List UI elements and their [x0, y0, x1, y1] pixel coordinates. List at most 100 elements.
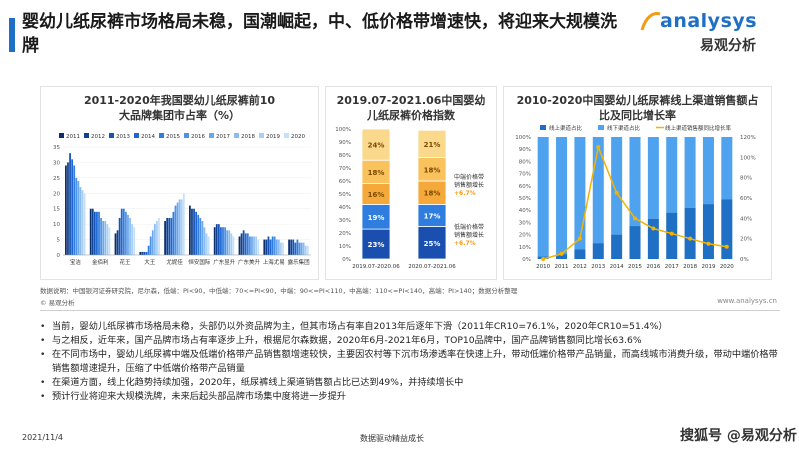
bar — [238, 236, 241, 255]
bar — [69, 153, 71, 255]
y-tick-label: 90% — [519, 147, 531, 153]
bar — [296, 239, 299, 255]
y-tick-label: 60% — [339, 179, 351, 185]
x-tick-label: 2016 — [646, 264, 660, 270]
bar — [182, 193, 185, 255]
bar — [77, 180, 80, 255]
bar — [290, 239, 293, 255]
growth-point — [559, 251, 564, 256]
bar-offline — [592, 137, 604, 244]
y-tick-label: 50% — [519, 196, 531, 202]
bar — [79, 187, 82, 255]
bar — [228, 230, 231, 255]
bar — [153, 224, 156, 255]
bar-online — [611, 234, 623, 259]
bar — [73, 165, 76, 255]
y-tick-label: 0 — [57, 253, 61, 259]
bar — [215, 224, 218, 255]
x-tick-label: 花王 — [119, 258, 131, 266]
bar — [71, 159, 74, 255]
legend-label: 2016 — [191, 134, 205, 140]
x-tick-label: 宝洁 — [70, 258, 82, 266]
bar — [145, 251, 148, 255]
bar — [275, 239, 278, 255]
bar — [93, 211, 96, 255]
bar — [176, 202, 179, 255]
logo-cn: 易观分析 — [700, 38, 756, 54]
bar — [147, 245, 150, 255]
annotation-label: 低端价格带 — [454, 223, 484, 231]
bar — [118, 217, 121, 255]
x-tick-label: 2010 — [536, 264, 550, 270]
bar — [180, 199, 183, 255]
x-tick-label: 尤妮佳 — [166, 258, 183, 266]
data-label: 23% — [368, 241, 385, 249]
bar — [306, 245, 309, 255]
bar-offline — [684, 137, 696, 208]
annotation-delta: +6.7% — [454, 190, 476, 197]
x-tick-label: 2018 — [683, 264, 697, 270]
annotation-label: 销售额增长 — [454, 181, 484, 189]
bar-offline — [611, 137, 623, 235]
bar — [226, 230, 229, 255]
bar-online — [721, 199, 733, 259]
bar — [255, 236, 258, 255]
chart2-title: 2019.07-2021.06中国婴幼儿纸尿裤价格指数 — [336, 94, 486, 122]
y-tick-label-right: 60% — [740, 196, 752, 202]
bar — [253, 236, 255, 255]
growth-point — [651, 226, 656, 231]
legend-swatch — [234, 133, 239, 138]
bar — [133, 227, 136, 255]
growth-point — [688, 236, 693, 241]
bar — [304, 245, 307, 255]
title-accent-bar — [9, 18, 15, 52]
bar — [207, 236, 210, 255]
bar — [91, 208, 94, 255]
x-tick-label: 2017 — [665, 264, 679, 270]
data-label: 18% — [424, 190, 441, 198]
y-tick-label: 20% — [519, 233, 531, 239]
bar — [288, 239, 290, 255]
bar — [149, 236, 152, 255]
y-tick-label: 0% — [522, 257, 531, 263]
growth-point — [577, 236, 582, 241]
y-tick-label: 25 — [53, 176, 60, 182]
bar — [230, 233, 233, 255]
bar — [217, 224, 220, 255]
y-tick-label: 40% — [339, 205, 351, 211]
bar — [269, 239, 272, 255]
annotation-delta: +6.7% — [454, 240, 476, 247]
bar — [240, 233, 243, 255]
legend-swatch — [59, 133, 64, 138]
bar-online — [574, 249, 586, 259]
bar-offline — [647, 137, 659, 219]
x-tick-label: 恒安国际 — [188, 258, 211, 266]
data-label: 16% — [368, 191, 385, 199]
bar — [172, 211, 175, 255]
bar — [106, 224, 109, 255]
legend-label: 线下渠道占比 — [607, 124, 641, 132]
bar — [302, 242, 305, 255]
stacked-bar-segment — [361, 128, 391, 161]
bar — [213, 227, 216, 255]
bar — [116, 230, 119, 255]
y-tick-label: 10% — [339, 244, 351, 250]
bar — [191, 208, 193, 255]
growth-point — [706, 241, 711, 246]
stacked-bar-segment — [361, 228, 391, 260]
bar — [280, 242, 282, 255]
chart1-title: 2011-2020年我国婴幼儿纸尿裤前10大品牌集团市占率（%） — [83, 94, 276, 122]
bar-online — [684, 207, 696, 259]
y-tick-label-right: 120% — [740, 135, 756, 141]
bar — [67, 162, 69, 255]
y-tick-label: 70% — [519, 172, 531, 178]
bar — [201, 221, 204, 255]
bar — [156, 221, 158, 255]
bar — [81, 190, 84, 255]
legend-swatch — [159, 133, 164, 138]
annotation-label: 中端价格带 — [454, 173, 484, 181]
y-tick-label: 20% — [339, 231, 351, 237]
bar — [83, 193, 86, 255]
bar — [127, 214, 129, 255]
